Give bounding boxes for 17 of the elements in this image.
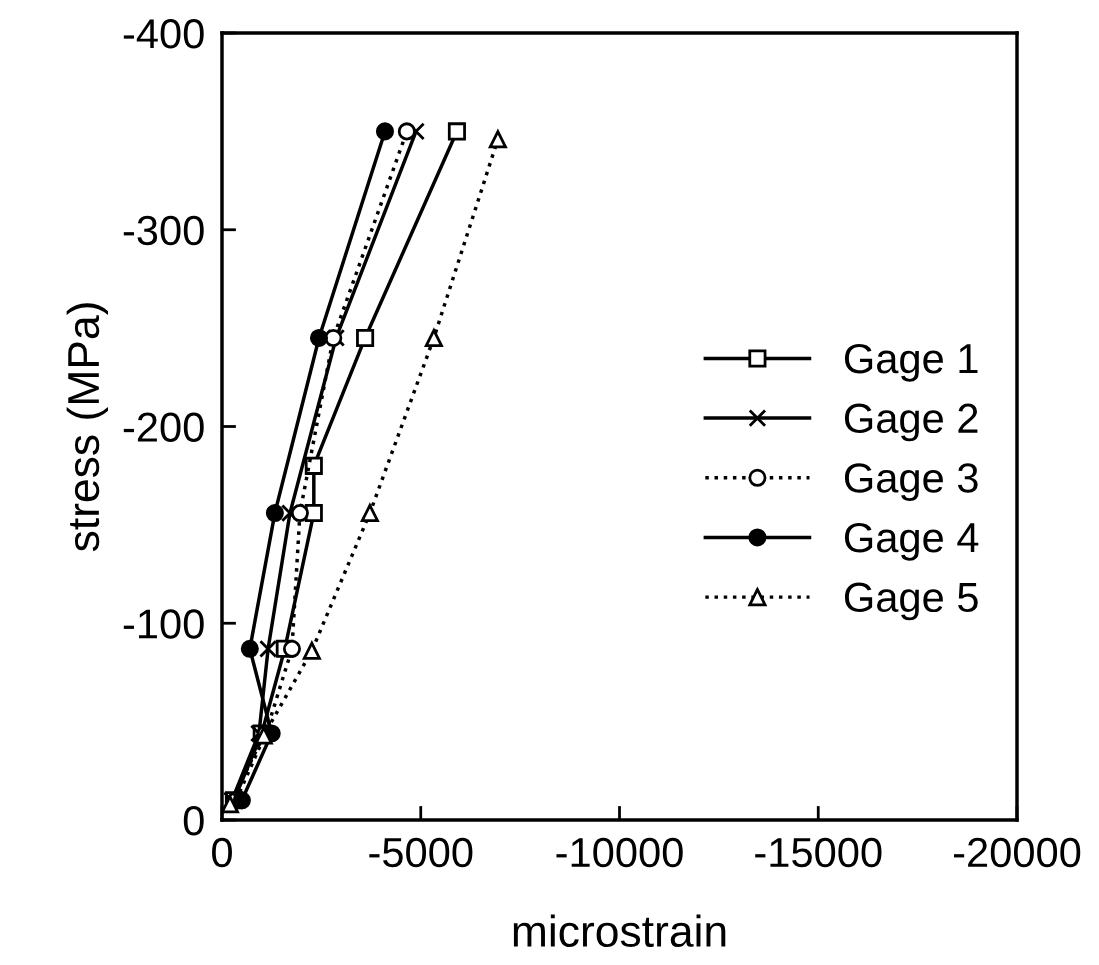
x-tick-label: -10000 xyxy=(556,837,683,868)
y-tick-label: -300 xyxy=(123,215,204,246)
x-axis-title: microstrain xyxy=(513,914,726,948)
x-tick-label: -15000 xyxy=(755,837,882,868)
x-tick-label: 0 xyxy=(212,837,232,868)
y-tick-label: -100 xyxy=(123,609,204,639)
legend-label: Gage 5 xyxy=(844,582,978,621)
x-tick-label: -5000 xyxy=(369,837,473,868)
legend-label: Gage 2 xyxy=(844,403,978,442)
legend-label: Gage 3 xyxy=(844,463,978,502)
x-tick-label: -20000 xyxy=(953,837,1081,868)
y-tick-label: -400 xyxy=(123,19,204,49)
legend-label: Gage 4 xyxy=(844,522,979,561)
y-tick-label: -200 xyxy=(123,412,204,443)
y-tick-label: 0 xyxy=(183,806,204,836)
legend-label: Gage 1 xyxy=(844,343,978,382)
y-axis-title: stress (MPa) xyxy=(66,303,109,552)
